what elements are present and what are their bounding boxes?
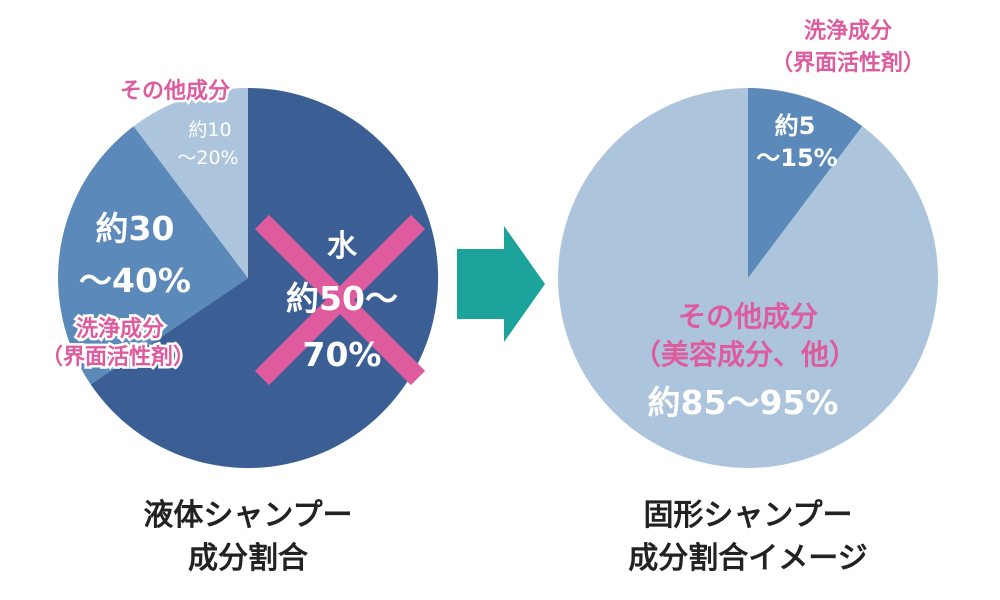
teal-right-arrow-icon xyxy=(457,226,545,342)
other-value-line1: 約10 xyxy=(188,119,231,141)
solid-shampoo-title-line1: 固形シャンプー xyxy=(643,498,852,533)
surfactant-name-line2: （界面活性剤） xyxy=(771,50,925,76)
water-label-line2: 約50〜 xyxy=(286,279,398,318)
water-label-line3: 70% xyxy=(303,335,382,374)
surfactant-value-line2: 〜15% xyxy=(756,144,837,172)
surfactant-value-line1: 約30 xyxy=(96,209,175,248)
liquid-shampoo-title-line1: 液体シャンプー xyxy=(143,498,352,533)
surfactant-value-line2: 〜40% xyxy=(79,261,191,300)
pie-slice-water xyxy=(90,87,439,468)
liquid-shampoo-pie: 水 約50〜 70% 約30 〜40% 洗浄成分 （界面活性剤） その他成分 約… xyxy=(38,77,439,468)
other-name-line1: その他成分 xyxy=(678,300,818,333)
other-value-line2: 〜20% xyxy=(177,147,238,169)
solid-shampoo-pie: 約5 〜15% その他成分 （美容成分、他） 約85〜95% xyxy=(558,88,939,469)
liquid-shampoo-title-line2: 成分割合 xyxy=(188,541,308,576)
surfactant-name-line1: 洗浄成分 xyxy=(76,316,164,342)
pie-slice-surfactant xyxy=(748,88,863,278)
surfactant-name-line2: （界面活性剤） xyxy=(41,344,195,370)
pie-slice-surfactant xyxy=(58,126,249,385)
pie-slice-other-beauty xyxy=(558,88,939,469)
water-label-line1: 水 xyxy=(327,229,358,264)
other-name-label: その他成分 xyxy=(120,79,230,104)
cross-out-mark xyxy=(254,214,426,386)
other-name-line2: （美容成分、他） xyxy=(633,338,857,371)
solid-shampoo-title-line2: 成分割合イメージ xyxy=(628,541,867,576)
surfactant-name-line1: 洗浄成分 xyxy=(804,18,892,44)
other-value-label: 約85〜95% xyxy=(648,383,839,422)
pie-slice-other xyxy=(133,88,248,278)
surfactant-value-line1: 約5 xyxy=(775,112,816,140)
